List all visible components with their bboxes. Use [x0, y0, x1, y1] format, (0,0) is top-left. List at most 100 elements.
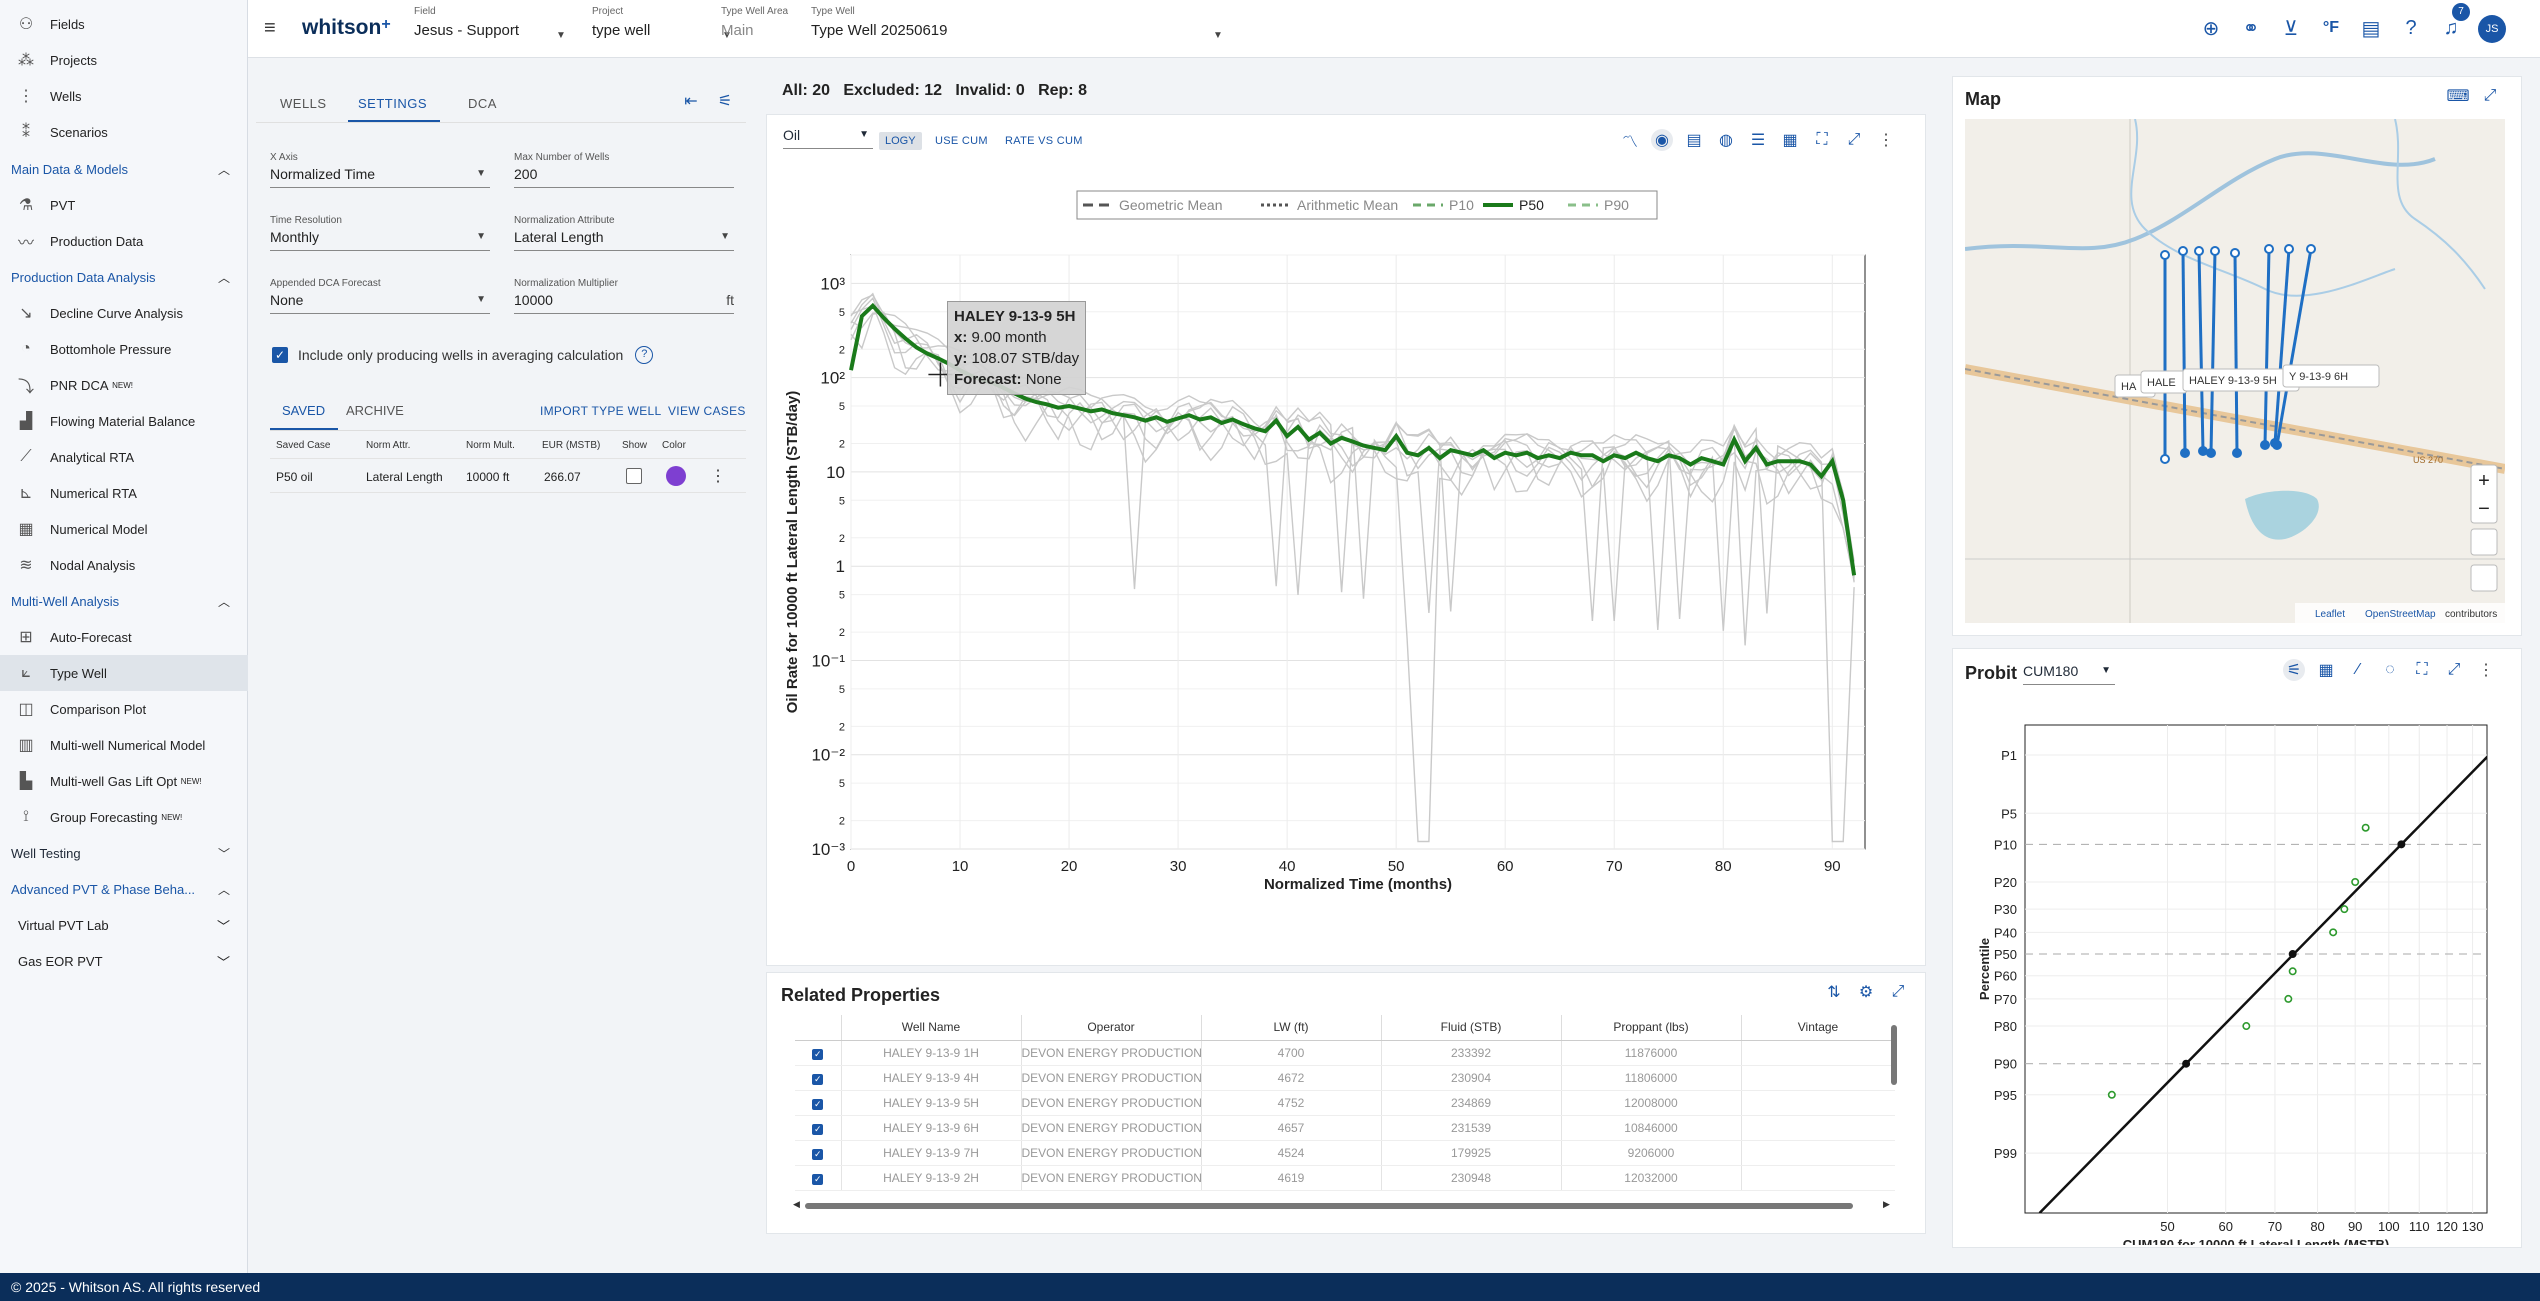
- case-row[interactable]: P50 oil Lateral Length 10000 ft 266.07 ⋮: [276, 466, 726, 486]
- norm-attribute-select[interactable]: Normalization Attribute Lateral Length ▼: [514, 215, 734, 251]
- link-icon[interactable]: ⚭: [2242, 17, 2260, 40]
- tab-wells[interactable]: WELLS: [280, 96, 327, 111]
- scroll-left-arrow[interactable]: ◀: [793, 1199, 800, 1209]
- sidebar-item-dca[interactable]: ↘ Decline Curve Analysis: [0, 295, 248, 331]
- more-vert-icon[interactable]: ⋮: [710, 468, 726, 485]
- row-checkbox[interactable]: ✓: [812, 1073, 824, 1085]
- sidebar-item-mw-numerical[interactable]: ▥ Multi-well Numerical Model: [0, 727, 248, 763]
- download-icon[interactable]: ⊻: [2283, 17, 2299, 40]
- sidebar-item-fmb[interactable]: ▟ Flowing Material Balance: [0, 403, 248, 439]
- type-well-chart[interactable]: 0 10 20 30 40 50 60 70 80 90 10³ 10² 10 1 10⁻¹ 10⁻² 10⁻³…: [767, 175, 1925, 965]
- sidebar-item-scenarios[interactable]: ⁑ Scenarios: [0, 114, 248, 150]
- sidebar-item-pnr-dca[interactable]: ⤵ PNR DCA NEW!: [0, 367, 248, 403]
- sidebar-item-gas-eor[interactable]: Gas EOR PVT ﹀: [18, 953, 230, 970]
- sidebar-item-type-well[interactable]: ⟀ Type Well: [0, 655, 248, 691]
- row-checkbox[interactable]: ✓: [812, 1098, 824, 1110]
- table-row[interactable]: ✓ HALEY 9-13-9 5H DEVON ENERGY PRODUCTION 4…: [795, 1090, 1895, 1116]
- row-checkbox[interactable]: ✓: [812, 1173, 824, 1185]
- collapse-left-icon[interactable]: ⇤: [684, 93, 698, 110]
- box-select-button[interactable]: [2470, 564, 2498, 592]
- sidebar-item-nodal[interactable]: ≋ Nodal Analysis: [0, 547, 248, 583]
- case-color-swatch[interactable]: [666, 466, 686, 486]
- row-checkbox[interactable]: ✓: [812, 1123, 824, 1135]
- show-case-checkbox[interactable]: [626, 468, 642, 484]
- section-well-testing[interactable]: Well Testing ﹀: [11, 845, 230, 861]
- time-resolution-select[interactable]: Time Resolution Monthly ▼: [270, 215, 490, 251]
- trendline-icon[interactable]: ⁄: [2356, 661, 2360, 678]
- rate-vs-cum-toggle[interactable]: RATE VS CUM: [1005, 135, 1083, 147]
- section-advanced-pvt[interactable]: Advanced PVT & Phase Beha... ︿: [11, 881, 230, 897]
- column-header[interactable]: LW (ft): [1201, 1015, 1382, 1041]
- sidebar-item-analytical-rta[interactable]: ⟋ Analytical RTA: [0, 439, 248, 475]
- sidebar-item-wells[interactable]: ⋮ Wells: [18, 88, 82, 105]
- feedback-icon[interactable]: ▤: [2361, 17, 2381, 40]
- more-vert-icon[interactable]: ⋮: [2478, 662, 2494, 679]
- field-select[interactable]: Field Jesus - Support ▼: [414, 6, 566, 41]
- menu-icon[interactable]: ≡: [264, 17, 276, 39]
- table-row[interactable]: ✓ HALEY 9-13-9 2H DEVON ENERGY PRODUCTION 4…: [795, 1165, 1895, 1191]
- sidebar-item-numerical-model[interactable]: ▦ Numerical Model: [0, 511, 248, 547]
- sidebar-item-pvt[interactable]: ⚗ PVT: [0, 187, 248, 223]
- table-icon[interactable]: ▦: [1782, 132, 1798, 149]
- sidebar-item-group-forecasting[interactable]: ⟟ Group Forecasting NEW!: [0, 799, 248, 835]
- section-main-data[interactable]: Main Data & Models ︿: [11, 161, 230, 177]
- table-row[interactable]: ✓ HALEY 9-13-9 6H DEVON ENERGY PRODUCTION 4…: [795, 1115, 1895, 1141]
- table-icon[interactable]: ▦: [2318, 662, 2334, 679]
- subtab-archive[interactable]: ARCHIVE: [346, 403, 404, 418]
- help-icon[interactable]: ?: [635, 346, 654, 364]
- sidebar-item-comparison-plot[interactable]: ◫ Comparison Plot: [0, 691, 248, 727]
- select-all-column[interactable]: [795, 1015, 842, 1041]
- vertical-scrollbar[interactable]: [1891, 1025, 1897, 1085]
- table-row[interactable]: ✓ HALEY 9-13-9 4H DEVON ENERGY PRODUCTION 4…: [795, 1065, 1895, 1091]
- tab-settings[interactable]: SETTINGS: [358, 96, 428, 111]
- sidebar-item-gas-lift[interactable]: ▙ Multi-well Gas Lift Opt NEW!: [0, 763, 248, 799]
- sidebar-item-auto-forecast[interactable]: ⊞ Auto-Forecast: [0, 619, 248, 655]
- notes-icon[interactable]: ▤: [1686, 132, 1702, 149]
- legend-icon[interactable]: ☰: [1750, 132, 1766, 149]
- palette-icon[interactable]: ◍: [1719, 132, 1733, 149]
- section-production-analysis[interactable]: Production Data Analysis ︿: [11, 269, 230, 285]
- sidebar-item-bhp[interactable]: ◔ Bottomhole Pressure: [0, 331, 248, 367]
- sidebar-item-fields[interactable]: ⚇ Fields: [0, 6, 248, 42]
- fullscreen-icon[interactable]: ⤢: [2447, 661, 2461, 678]
- bell-icon[interactable]: ♫: [2443, 16, 2459, 39]
- sliders-icon[interactable]: ⚟: [717, 93, 733, 110]
- subtab-saved[interactable]: SAVED: [282, 403, 326, 418]
- norm-multiplier-input[interactable]: Normalization Multiplier 10000 ft: [514, 278, 734, 314]
- attribution-osm[interactable]: OpenStreetMap: [2365, 609, 2436, 620]
- sidebar-item-numerical-rta[interactable]: ⊾ Numerical RTA: [0, 475, 248, 511]
- well-map[interactable]: HA HALE HALEY 9-13-9 5H Y 9-13-9 6H US 270 +…: [1965, 119, 2505, 623]
- sidebar-item-production-data[interactable]: 〰 Production Data: [0, 223, 248, 259]
- probit-metric-select[interactable]: CUM180 ▼: [2023, 663, 2115, 685]
- tab-dca[interactable]: DCA: [468, 96, 497, 111]
- include-producing-checkbox[interactable]: ✓ Include only producing wells in averag…: [272, 346, 654, 364]
- column-header[interactable]: Vintage: [1741, 1015, 1895, 1041]
- max-wells-input[interactable]: Max Number of Wells 200: [514, 152, 734, 188]
- dca-forecast-select[interactable]: Appended DCA Forecast None ▼: [270, 278, 490, 314]
- fullscreen-icon[interactable]: ⤢: [1891, 983, 1905, 1000]
- sort-icon[interactable]: ⇅: [1827, 984, 1841, 1001]
- zoom-fit-icon[interactable]: ⛶: [2416, 661, 2428, 678]
- section-multi-well[interactable]: Multi-Well Analysis ︿: [11, 593, 230, 609]
- globe-icon[interactable]: ⊕: [2202, 17, 2220, 40]
- column-header[interactable]: Well Name: [841, 1015, 1022, 1041]
- column-header[interactable]: Proppant (lbs): [1561, 1015, 1742, 1041]
- zoom-in-button[interactable]: +: [2478, 470, 2490, 492]
- x-axis-select[interactable]: X Axis Normalized Time ▼: [270, 152, 490, 188]
- logy-toggle[interactable]: LOGY: [879, 132, 922, 150]
- zoom-fit-icon[interactable]: ⛶: [1816, 131, 1828, 148]
- gear-icon[interactable]: ⚙: [1858, 984, 1874, 1001]
- probit-chart[interactable]: 50 60 70 80 90 100 110 120 130 P1 P5 P10 P20 P30 P40 P5…: [1953, 705, 2521, 1245]
- view-cases-link[interactable]: VIEW CASES: [668, 404, 746, 418]
- sidebar-item-virtual-pvt[interactable]: Virtual PVT Lab ﹀: [18, 917, 230, 934]
- row-checkbox[interactable]: ✓: [812, 1048, 824, 1060]
- more-vert-icon[interactable]: ⋮: [1878, 132, 1894, 149]
- fullscreen-icon[interactable]: ⤢: [2483, 87, 2497, 104]
- table-row[interactable]: ✓ HALEY 9-13-9 1H DEVON ENERGY PRODUCTION 4…: [795, 1040, 1895, 1066]
- temperature-unit-toggle[interactable]: °F: [2322, 19, 2340, 36]
- attribution-leaflet[interactable]: Leaflet: [2315, 609, 2345, 620]
- import-type-well-link[interactable]: IMPORT TYPE WELL: [540, 404, 662, 418]
- type-well-select[interactable]: Type Well Type Well 20250619 ▼: [811, 6, 1223, 41]
- column-header[interactable]: Fluid (STB): [1381, 1015, 1562, 1041]
- project-select[interactable]: Project type well ▼: [592, 6, 732, 41]
